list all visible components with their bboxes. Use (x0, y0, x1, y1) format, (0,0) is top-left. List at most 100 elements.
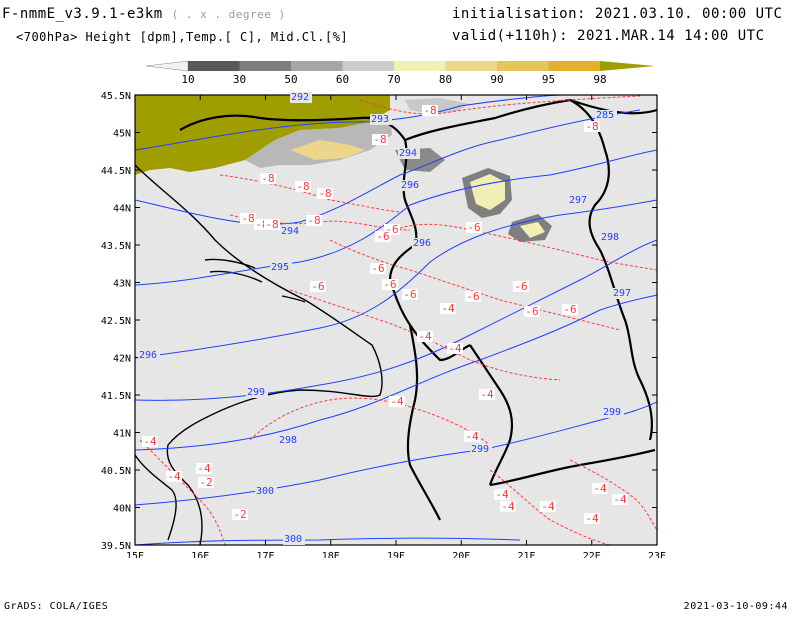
colorbar-label: 80 (439, 73, 452, 86)
temp-label-bg (198, 477, 214, 488)
valid-line: valid(+110h): 2021.MAR.14 14:00 UTC (452, 28, 765, 44)
temp-contour-label: -8 (261, 172, 274, 185)
island-1 (204, 258, 256, 269)
temp-label-bg (524, 306, 540, 317)
temp-label-bg (479, 389, 495, 400)
colorbar-segment (445, 61, 497, 71)
height-label-bg (400, 180, 422, 191)
temp-contour-label: -2 (199, 476, 212, 489)
lon-label: 22E (583, 551, 601, 558)
weather-map: 45.5N 45N 44.5N 44N 43.5N 43N 42.5N 42N 41.5N 41N… (101, 91, 666, 558)
height-label-bg (602, 407, 624, 418)
colorbar-label: 90 (490, 73, 503, 86)
temp-label-bg (513, 281, 529, 292)
temp-label-bg (389, 396, 405, 407)
lat-label: 39.5N (101, 541, 131, 552)
temp-label-bg (260, 173, 276, 184)
temp-contour-label: -4 (197, 462, 211, 475)
temp-label-bg (232, 509, 248, 520)
temp-label-bg (540, 501, 556, 512)
temp-label-bg (310, 281, 326, 292)
lat-label: 40.5N (101, 466, 131, 477)
height-contour-label: 299 (247, 387, 265, 398)
border-serbia (404, 98, 610, 251)
height-contour-295 (135, 149, 657, 286)
lat-label: 40N (113, 504, 131, 515)
temp-contour-label: -4 (167, 470, 181, 483)
temp-label-bg (584, 513, 600, 524)
temp-label-bg (384, 224, 400, 235)
coastline-adriatic (135, 164, 383, 545)
valid-label: valid(+110h): (452, 28, 569, 44)
variables-subtitle: <700hPa> Height [dpm],Temp.[ C], Mid.Cl.… (16, 30, 349, 44)
temp-label-bg (240, 213, 256, 224)
lat-label: 43N (113, 279, 131, 290)
colorbar-label: 10 (181, 73, 194, 86)
footer-grads: GrADS: COLA/IGES (4, 601, 109, 612)
temp-contour-label: -4 (441, 302, 455, 315)
lon-label: 18E (322, 551, 340, 558)
temp-contour-label: -6 (371, 262, 384, 275)
axis-ticks (134, 94, 658, 546)
height-contour-label: 296 (413, 238, 431, 249)
colorbar-segment (497, 61, 549, 71)
temp-label-bg (447, 343, 463, 354)
temp-contour-label: -8 (585, 120, 598, 133)
height-contour-label: 298 (601, 232, 619, 243)
height-contour-label: 299 (603, 407, 621, 418)
lat-label: 44N (113, 204, 131, 215)
height-contour-label: 298 (279, 435, 297, 446)
temp-contour-label: -6 (376, 230, 389, 243)
temp-contour-label: -4 (495, 488, 509, 501)
lon-label: 19E (387, 551, 405, 558)
height-label-bg (290, 92, 312, 103)
lon-label: 17E (256, 551, 274, 558)
height-label-bg (595, 110, 617, 121)
cloud-yellow-north (290, 140, 365, 160)
temp-contour-minus4-d (569, 459, 657, 531)
height-contour-298 (135, 294, 657, 451)
temp-contour-minus6-a (329, 239, 621, 331)
colorbar-low-arrow (145, 60, 189, 72)
temp-label-bg (254, 219, 270, 230)
lat-label: 45.5N (101, 91, 131, 102)
height-contour-label: 294 (281, 226, 299, 237)
lat-label: 45N (113, 129, 131, 140)
colorbar-legend: 10 30 50 60 70 80 90 95 98 (145, 60, 655, 86)
height-label-bg (470, 444, 492, 455)
temp-label-bg (417, 331, 433, 342)
temp-contour-label: -8 (423, 104, 436, 117)
height-label-bg (138, 350, 160, 361)
height-contour-label: 300 (284, 534, 302, 545)
temp-contour-label: -6 (514, 280, 527, 293)
temp-label-bg (142, 436, 158, 447)
temp-contour-minus4-c (489, 469, 611, 545)
border-albania (406, 324, 441, 521)
height-label-bg (278, 435, 300, 446)
grid-note: ( . x . degree ) (171, 8, 286, 21)
temp-label-bg (466, 222, 482, 233)
temp-contour-label: -4 (480, 388, 494, 401)
temp-contour-label: -8 (265, 218, 278, 231)
init-line: initialisation: 2021.03.10. 00:00 UTC (452, 6, 782, 22)
coastline-italy-heel (135, 454, 177, 541)
temp-contour-label: -4 (613, 493, 627, 506)
temp-label-bg (612, 494, 628, 505)
height-contour-300 (135, 537, 521, 545)
lat-label: 41N (113, 429, 131, 440)
model-title-text: F-nmmE_v3.9.1-e3km (2, 6, 163, 22)
height-contour-293 (135, 95, 561, 151)
temp-contour-label: -6 (466, 290, 479, 303)
temp-contour-label: -4 (501, 500, 515, 513)
colorbar-segment (239, 61, 291, 71)
init-label: initialisation: (452, 6, 586, 22)
temp-contour-label: -4 (390, 395, 404, 408)
temp-contour-label: -6 (467, 221, 480, 234)
colorbar-segment (291, 61, 343, 71)
height-contour-label: 293 (371, 114, 389, 125)
cloud-yellow-east-south (520, 222, 545, 238)
temp-contour-label: -2 (233, 508, 246, 521)
temp-label-bg (370, 263, 386, 274)
height-contour-label: 292 (291, 92, 309, 103)
footer-timestamp: 2021-03-10-09:44 (683, 601, 788, 612)
